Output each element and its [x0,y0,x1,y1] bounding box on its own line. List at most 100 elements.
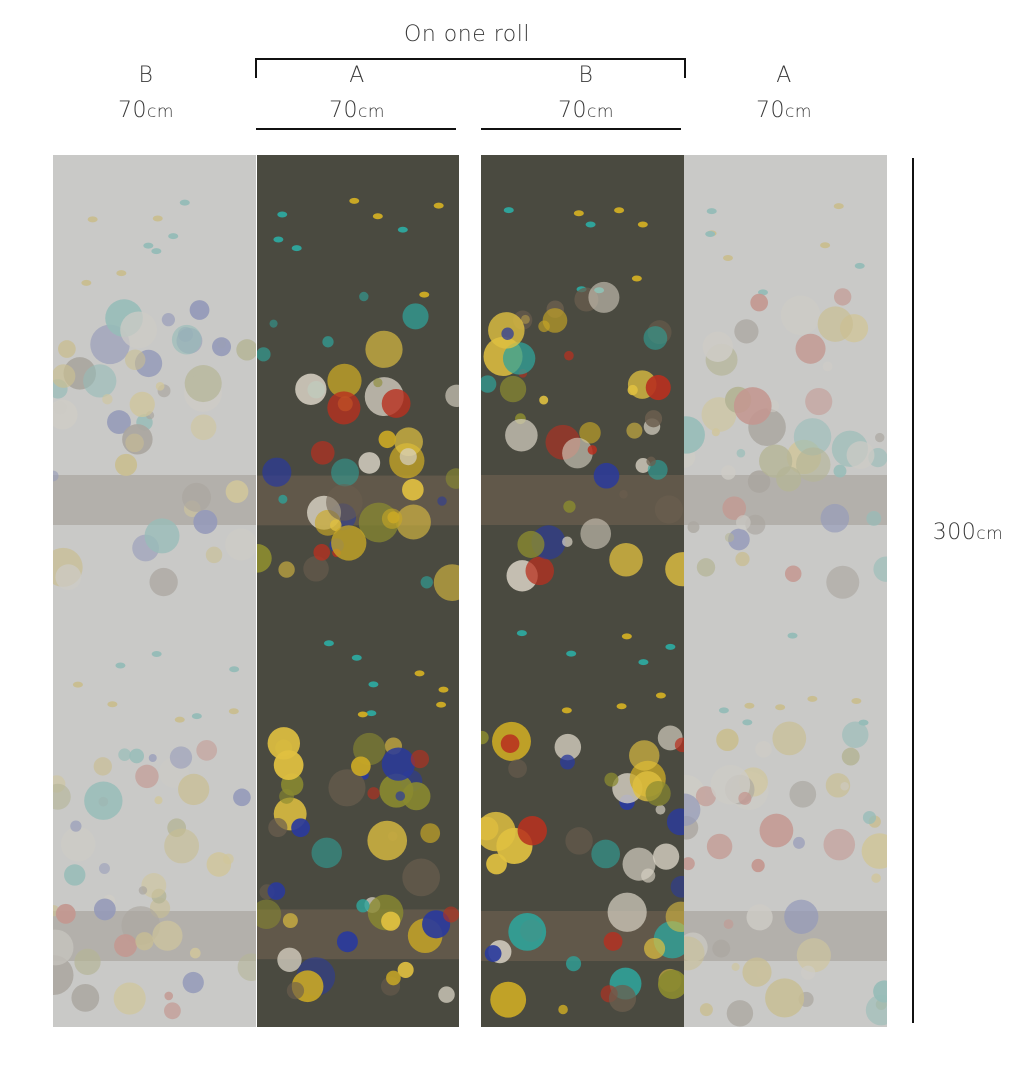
coral-shape [711,428,720,437]
coral-shape [257,543,272,573]
coral-shape [397,961,414,978]
fish-shape [637,221,648,228]
coral-shape [702,331,733,362]
coral-shape [358,452,381,474]
wallpaper-panel-b-faded [53,155,256,1027]
fish-shape [72,681,83,688]
fish-shape [820,242,831,249]
coral-shape [395,791,406,801]
coral-shape [805,387,833,416]
fish-shape [174,716,185,723]
coral-shape [684,815,699,840]
coral-shape [70,820,82,832]
coral-shape [517,530,545,558]
fish-shape [638,659,649,666]
coral-shape [217,339,227,349]
coral-shape [381,389,411,418]
coral-shape [313,543,331,561]
coral-shape [206,852,232,877]
coral-shape [58,340,76,358]
fish-shape [705,231,716,238]
coral-shape [291,818,310,838]
coral-shape [53,955,74,995]
roll-bracket-left [255,58,257,78]
coral-shape [793,836,805,849]
coral-shape [237,953,256,982]
coral-shape [278,561,295,578]
panel-letter: B [578,63,594,88]
coral-shape [875,432,885,443]
fish-shape [151,248,162,255]
fish-shape [81,279,92,286]
coral-shape [701,397,737,433]
coral-shape [159,757,189,788]
coral-shape [135,764,159,789]
panel-letter: A [776,63,792,88]
coral-shape [64,864,86,886]
coral-shape [118,748,131,761]
coral-shape [687,521,700,534]
coral-shape [666,808,684,836]
fish-shape [787,632,798,639]
coral-shape [327,391,361,425]
coral-shape [410,749,430,769]
coral-shape [734,319,759,344]
coral-shape [386,970,401,986]
panel-letter: A [349,63,365,88]
coral-shape [164,828,200,864]
fish-shape [419,291,430,298]
coral-shape [862,810,877,825]
fish-shape [151,650,162,657]
coral-shape [151,888,167,904]
coral-shape [665,901,684,933]
coral-shape [646,456,656,467]
coral-shape [402,478,424,501]
coral-shape [833,288,852,306]
coral-shape [257,347,271,362]
coral-shape [322,336,334,348]
coral-shape [189,300,210,320]
coral-shape [588,281,620,313]
fish-shape [228,708,239,715]
coral-shape [644,937,666,959]
coral-shape [500,734,520,753]
coral-shape [499,375,527,403]
coral-shape [728,528,750,551]
coral-shape [171,324,202,355]
coral-shape [772,721,807,756]
coral-shape [53,775,66,793]
coral-shape [225,528,256,561]
coral-shape [55,564,82,590]
coral-shape [780,295,821,335]
coral-shape [124,349,146,370]
coral-shape [267,882,286,900]
wallpaper-panel-a [257,155,459,1027]
roll-bracket-top [255,58,686,60]
coral-shape [236,339,256,361]
seabed-shape [53,475,256,525]
coral-shape [784,899,819,934]
coral-shape [866,511,882,526]
coral-shape [145,411,155,420]
coral-shape [644,410,663,428]
fish-shape [807,695,818,702]
coral-shape [654,495,683,524]
coral-shape [125,433,144,453]
seabed-shape [684,475,887,525]
coral-shape [723,919,734,930]
coral-shape [558,1004,568,1015]
coral-shape [402,858,441,897]
fish-shape [706,208,717,215]
coral-shape [833,464,847,478]
coral-shape [825,773,851,798]
fish-shape [368,681,379,688]
coral-shape [591,839,621,869]
coral-shape [861,833,887,869]
coral-shape [629,740,660,771]
coral-shape [738,791,752,805]
coral-shape [394,427,423,457]
fish-shape [357,711,368,718]
coral-shape [53,399,78,430]
coral-shape [789,780,817,808]
fish-shape [585,221,596,228]
